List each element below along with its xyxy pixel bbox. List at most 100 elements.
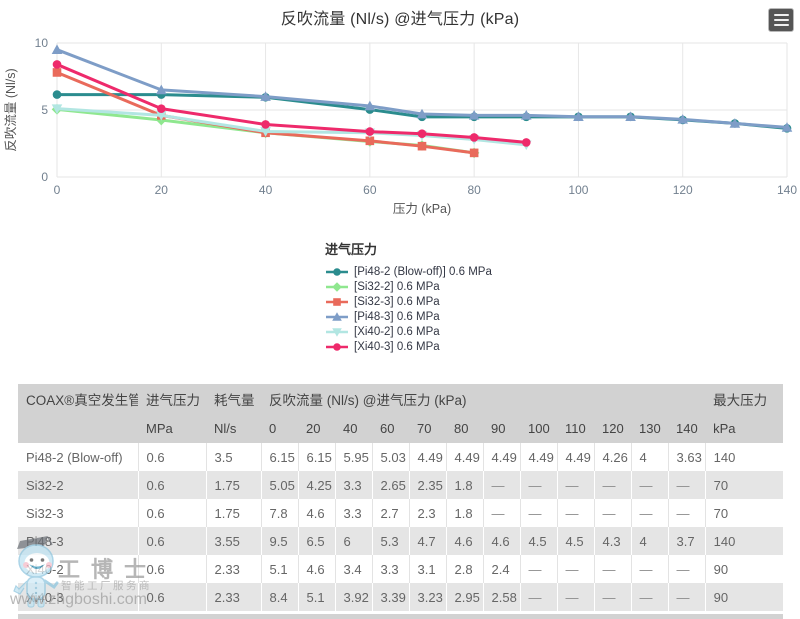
series-0-marker <box>52 90 62 99</box>
chart-context-menu-button[interactable] <box>768 8 794 32</box>
table-cell: 2.33 <box>205 583 261 611</box>
legend-item-1[interactable]: [Si32-2] 0.6 MPa <box>325 279 492 294</box>
legend-items: [Pi48-2 (Blow-off)] 0.6 MPa [Si32-2] 0.6 … <box>325 264 492 354</box>
table-cell: 4 <box>630 527 668 555</box>
series-2-marker <box>365 136 375 146</box>
table-cell: 2.33 <box>205 555 261 583</box>
table-cell: 3.3 <box>371 555 409 583</box>
table-cell: 4.25 <box>297 471 335 499</box>
series-5-marker <box>156 104 166 113</box>
table-cell: 3.3 <box>334 499 372 527</box>
table-cell: — <box>482 499 520 527</box>
series-3-marker <box>677 114 689 124</box>
table-cell: 4.6 <box>297 499 335 527</box>
table-cell: Xi40-2 <box>18 555 138 583</box>
legend-item-4[interactable]: [Xi40-2] 0.6 MPa <box>325 324 492 339</box>
legend-marker <box>333 297 341 306</box>
series-2-marker <box>469 148 479 158</box>
series-5-marker <box>521 138 531 147</box>
table-cell: 3.92 <box>334 583 372 611</box>
series-5-marker <box>365 127 375 136</box>
series-3 <box>51 44 793 132</box>
legend-marker <box>333 342 341 351</box>
table-cell: — <box>593 555 631 583</box>
table-cell: 4.5 <box>556 527 594 555</box>
table-cell: — <box>667 499 706 527</box>
legend-label: [Xi40-3] 0.6 MPa <box>354 340 440 353</box>
table-cell: Si32-3 <box>18 499 138 527</box>
table-row-Xi40-3: Xi40-3 0.6 2.33 8.4 5.1 3.92 3.39 3.23 2.95 2.58—… <box>18 583 784 611</box>
table-cell: 90 <box>704 583 784 611</box>
table-row-Xi40-2: Xi40-2 0.6 2.33 5.1 4.6 3.4 3.3 3.1 2.8 2.4— — — — —9… <box>18 555 784 583</box>
table-header-cell: 反吹流量 (Nl/s) @进气压力 (kPa) <box>261 384 706 414</box>
table-subheader-cell: 110 <box>557 414 594 443</box>
table-cell: 2.3 <box>408 499 446 527</box>
table-subheader-cell: 0 <box>261 414 298 443</box>
table-row-Pi48-3: Pi48-3 0.6 3.55 9.5 6.5 6 5.3 4.7 4.6 4.6 4.5 4.5 4.… <box>18 527 784 555</box>
table-cell: 70 <box>704 499 784 527</box>
table-cell: 2.35 <box>408 471 446 499</box>
table-cell: 3.55 <box>205 527 261 555</box>
legend-title: 进气压力 <box>325 242 378 257</box>
table-cell: 4.7 <box>408 527 446 555</box>
table-cell: — <box>519 471 557 499</box>
legend-label: [Pi48-3] 0.6 MPa <box>354 310 440 323</box>
legend-marker-icon <box>326 267 348 276</box>
series-5-marker <box>261 120 270 129</box>
table-cell: 6.15 <box>260 443 298 471</box>
next-section-edge <box>18 614 783 619</box>
table-cell: 0.6 <box>137 527 206 555</box>
table-cell: — <box>630 471 668 499</box>
series-3-marker <box>260 91 271 101</box>
table-cell: 1.8 <box>445 471 483 499</box>
series-3-marker <box>155 84 167 95</box>
table-cell: 4.6 <box>445 527 483 555</box>
table-header-cell: 进气压力 <box>138 384 206 414</box>
table-cell: 7.8 <box>260 499 298 527</box>
table-cell: 90 <box>704 555 784 583</box>
table-row-Pi48-2 (Blow-off): Pi48-2 (Blow-off) 0.6 3.5 6.15 6.15 5.95 5.03 4… <box>18 443 784 471</box>
table-cell: 4.6 <box>297 555 335 583</box>
legend-item-0[interactable]: [Pi48-2 (Blow-off)] 0.6 MPa <box>325 264 492 279</box>
table-subheader-cell: 40 <box>335 414 372 443</box>
table-row-Si32-3: Si32-3 0.6 1.75 7.8 4.6 3.3 2.7 2.3 1.8— — — — — —70 <box>18 499 784 527</box>
table-header-cell: 最大压力 <box>705 384 784 414</box>
table-cell: 2.8 <box>445 555 483 583</box>
table-cell: 6.5 <box>297 527 335 555</box>
series-2-marker <box>52 68 62 77</box>
table-subheader-row: MPa Nl/s 0 20 40 60 70 80 90 100 110 120 130 140 kPa <box>18 414 784 443</box>
table-subheader-cell: 20 <box>298 414 335 443</box>
table-cell: 140 <box>704 443 784 471</box>
table-cell: 3.7 <box>667 527 706 555</box>
table-cell: Pi48-3 <box>18 527 138 555</box>
table-cell: 0.6 <box>137 443 206 471</box>
series-5-marker <box>469 133 479 142</box>
table-cell: 5.03 <box>371 443 409 471</box>
series-4-marker <box>260 127 271 137</box>
table-cell: 1.8 <box>445 499 483 527</box>
table-cell: 2.65 <box>371 471 409 499</box>
y-tick-label: 10 <box>35 36 49 50</box>
table-cell: 70 <box>704 471 784 499</box>
legend-marker <box>332 327 342 337</box>
legend-item-2[interactable]: [Si32-3] 0.6 MPa <box>325 294 492 309</box>
table-cell: 5.3 <box>371 527 409 555</box>
legend-marker-icon <box>326 297 348 306</box>
x-tick-label: 20 <box>155 183 169 197</box>
chart-title: 反吹流量 (Nl/s) @进气压力 (kPa) <box>280 11 520 28</box>
table-cell: 4.6 <box>482 527 520 555</box>
table-cell: 140 <box>704 527 784 555</box>
series-2-marker <box>417 141 427 151</box>
legend-item-5[interactable]: [Xi40-3] 0.6 MPa <box>325 339 492 354</box>
table-cell: 6 <box>334 527 372 555</box>
table-cell: 6.15 <box>297 443 335 471</box>
table-cell: 4 <box>630 443 668 471</box>
table-cell: 5.1 <box>297 583 335 611</box>
legend-item-3[interactable]: [Pi48-3] 0.6 MPa <box>325 309 492 324</box>
chart-legend: 进气压力 [Pi48-2 (Blow-off)] 0.6 MPa [Si32-2]… <box>325 239 492 354</box>
table-cell: 3.63 <box>667 443 706 471</box>
x-axis-title: 压力 (kPa) <box>393 202 451 216</box>
table-cell: 3.4 <box>334 555 372 583</box>
table-cell: 0.6 <box>137 471 206 499</box>
